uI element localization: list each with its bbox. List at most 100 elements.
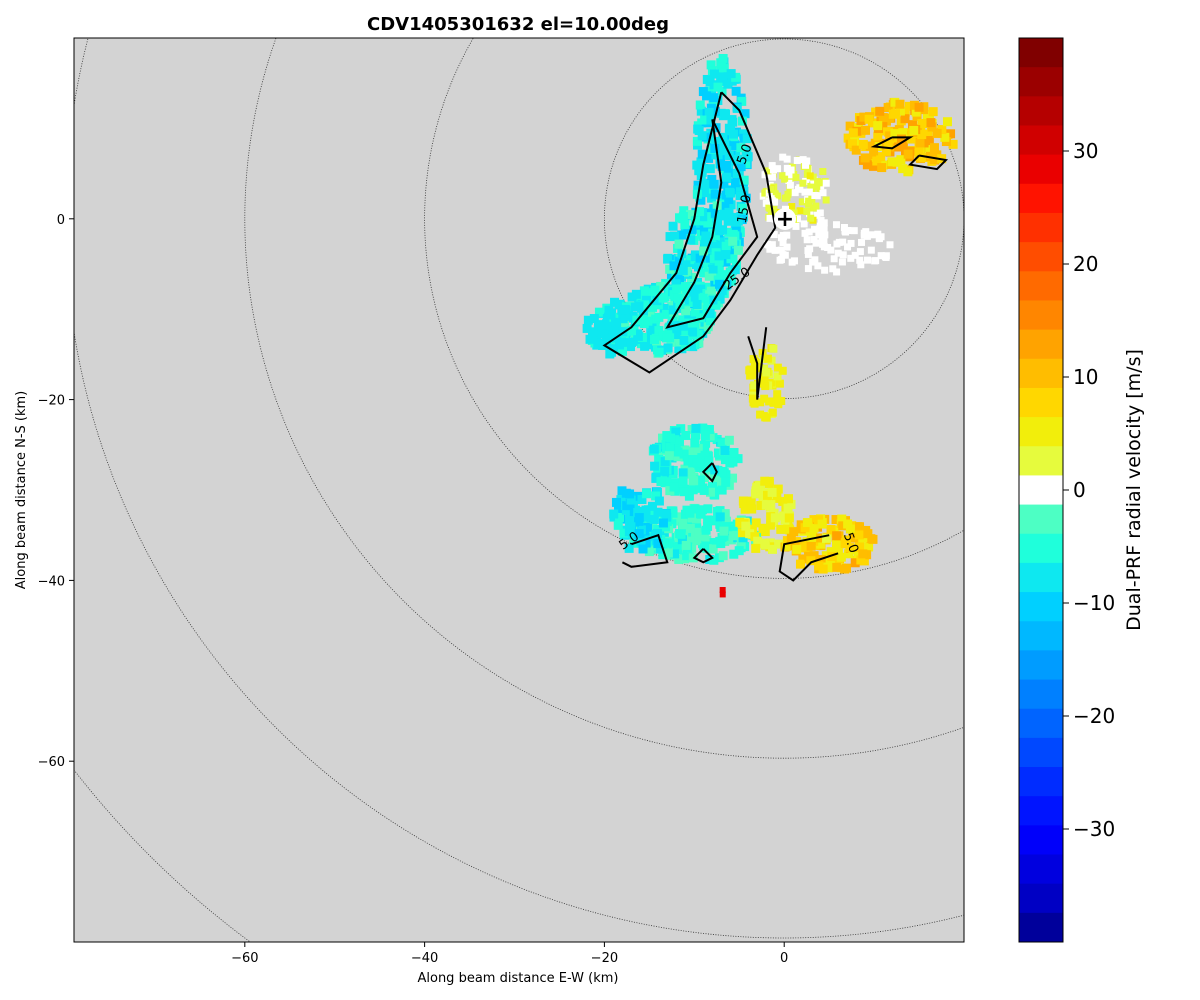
velocity-bin (690, 308, 700, 318)
velocity-bin (673, 293, 683, 303)
velocity-bin (678, 520, 688, 530)
velocity-bin (909, 100, 919, 110)
velocity-bin (696, 195, 706, 205)
velocity-bin (875, 235, 883, 243)
velocity-bin (668, 305, 678, 315)
velocity-bin (799, 179, 807, 187)
velocity-bin (845, 543, 855, 553)
velocity-bin (727, 276, 737, 286)
velocity-bin (705, 431, 715, 441)
colorbar-segment (1019, 417, 1063, 447)
velocity-bin (699, 246, 709, 256)
velocity-bin (625, 517, 635, 527)
velocity-bin (650, 285, 660, 295)
velocity-bin (807, 532, 817, 542)
velocity-bin (678, 321, 688, 331)
velocity-bin (699, 268, 709, 278)
velocity-bin (903, 128, 913, 138)
velocity-bin (661, 278, 671, 288)
velocity-bin (830, 255, 838, 263)
velocity-bin (665, 442, 675, 452)
velocity-bin (768, 162, 776, 170)
velocity-bin (798, 554, 808, 564)
velocity-bin (898, 142, 908, 152)
velocity-bin (664, 451, 674, 461)
velocity-bin (796, 207, 804, 215)
velocity-bin (675, 274, 685, 284)
velocity-bin (721, 522, 731, 532)
velocity-bin (668, 508, 678, 518)
velocity-bin (692, 136, 702, 146)
velocity-bin (613, 520, 623, 530)
colorbar-segment (1019, 446, 1063, 476)
velocity-bin (779, 511, 789, 521)
velocity-bin (761, 189, 769, 197)
colorbar-segment (1019, 300, 1063, 331)
velocity-bin (756, 410, 765, 419)
velocity-bin (813, 182, 821, 190)
velocity-bin (873, 121, 883, 131)
colorbar-segment (1019, 271, 1063, 301)
velocity-bin (840, 564, 850, 574)
velocity-bin (839, 251, 847, 259)
velocity-bin (864, 114, 874, 124)
colorbar-segment (1019, 825, 1063, 856)
velocity-bin (701, 238, 711, 248)
velocity-bin (790, 257, 798, 265)
velocity-bin (720, 202, 730, 212)
velocity-bin (822, 533, 832, 543)
velocity-bin (748, 370, 757, 379)
x-tick-label: −40 (411, 951, 438, 966)
colorbar-segment (1019, 67, 1063, 97)
velocity-bin (690, 216, 700, 226)
velocity-bin (769, 397, 778, 406)
velocity-bin (693, 444, 703, 454)
velocity-bin (872, 257, 880, 265)
velocity-bin (809, 515, 819, 525)
velocity-bin (704, 456, 714, 466)
velocity-bin (680, 341, 690, 351)
velocity-bin (814, 262, 822, 270)
velocity-bin (728, 473, 738, 483)
velocity-bin (823, 562, 833, 572)
velocity-bin (727, 215, 737, 225)
velocity-bin (739, 175, 749, 185)
velocity-bin (785, 176, 793, 184)
colorbar-segment (1019, 883, 1063, 914)
velocity-bin (684, 310, 694, 320)
velocity-bin (652, 528, 662, 538)
velocity-bin (761, 382, 770, 391)
velocity-bin (867, 246, 875, 254)
y-tick-label: −40 (38, 574, 65, 589)
velocity-bin (760, 527, 770, 537)
velocity-bin (662, 333, 672, 343)
x-axis: −60 −40 −20 0 (231, 942, 788, 966)
velocity-bin (705, 316, 715, 326)
velocity-bin (778, 366, 787, 375)
contour-label: 15.0 (735, 194, 755, 225)
velocity-bin (791, 189, 799, 197)
velocity-bin (858, 139, 868, 149)
velocity-bin (706, 115, 716, 125)
velocity-bin (728, 134, 738, 144)
velocity-bin (613, 505, 623, 515)
velocity-bin (806, 541, 816, 551)
velocity-bin (654, 347, 664, 357)
velocity-bin (877, 163, 887, 173)
velocity-bin (735, 517, 745, 527)
velocity-bin (646, 308, 656, 318)
velocity-bin (783, 243, 791, 251)
velocity-bin (624, 543, 634, 553)
velocity-bin (708, 544, 718, 554)
velocity-bin (790, 170, 798, 178)
velocity-bin (922, 110, 932, 120)
velocity-bin (737, 96, 747, 106)
velocity-bin (711, 300, 721, 310)
velocity-bin (760, 476, 770, 486)
velocity-bin (639, 300, 649, 310)
colorbar-tick-label: 0 (1073, 478, 1086, 502)
velocity-bin (738, 533, 748, 543)
velocity-bin (716, 271, 726, 281)
velocity-bin (715, 294, 725, 304)
